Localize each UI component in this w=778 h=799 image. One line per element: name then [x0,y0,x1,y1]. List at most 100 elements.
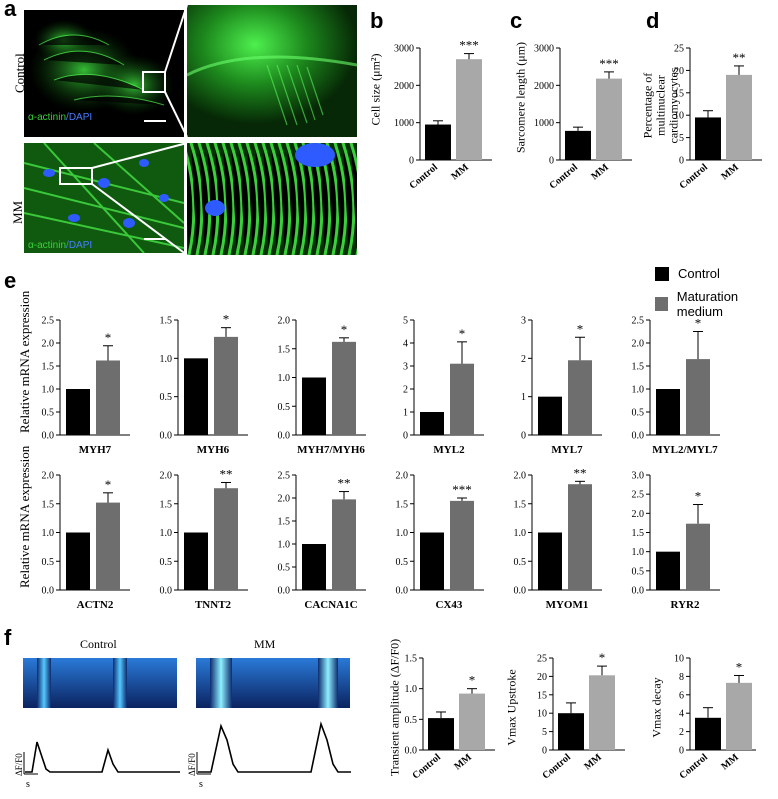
sarcomere-stripe [277,143,292,255]
trace-time-label: s [199,779,203,790]
bar-treatment [596,78,622,160]
y-tick-label: 1.0 [278,540,291,551]
y-tick-label: 0.0 [160,586,173,597]
legend-label-control: Control [678,266,720,281]
significance-marker: * [105,477,112,492]
y-tick-label: 1 [521,392,526,403]
bar-control [656,389,680,435]
sarcomere-stripe [245,143,260,255]
bar-control [538,532,562,590]
bar-treatment [459,693,485,750]
bar-treatment [726,682,752,750]
y-tick-label: 1.0 [514,528,527,539]
significance-marker: * [459,326,466,341]
bar-control [66,532,90,590]
legend-item-mm: Maturation medium [655,289,778,319]
bar-treatment [96,360,120,435]
y-tick-label: 15 [674,88,684,99]
y-tick-label: 2.5 [278,471,291,482]
y-tick-label: 8 [679,672,684,683]
bar-control [428,718,454,750]
chart-myl2-myl7: 0.0 0.5 1.0 1.5 2.0 2.5 * MYL2/MYL7 [632,316,720,456]
dapi-name: DAPI [68,240,93,251]
y-tick-label: 0.0 [42,431,55,442]
x-axis-label: TNNT2 [195,599,232,611]
y-tick-label: 2.0 [160,471,173,482]
sarcomere-stripe [229,143,244,255]
micrograph-control-zoom [187,5,357,137]
bar-treatment [726,74,752,160]
kymograph-mm [196,658,350,708]
bar-treatment [589,675,615,750]
x-axis-label: CACNA1C [304,599,357,611]
sarcomere-stripe [261,143,276,255]
significance-marker: *** [599,56,619,71]
bar-control [184,532,208,590]
y-tick-label: 0 [409,156,414,167]
y-tick-label: 25 [537,654,547,665]
y-tick-label: 6 [679,690,684,701]
y-tick-label: 1.5 [42,499,55,510]
y-tick-label: 15 [537,690,547,701]
chart-actn2: 0.0 0.5 1.0 1.5 2.0 * ACTN2 [42,471,130,611]
category-label: MM [582,752,604,773]
stain-name: α-actinin [28,112,67,123]
scale-bar [144,120,166,122]
bar-control [695,117,721,160]
y-tick-label: 1.5 [278,517,291,528]
y-tick-label: 1.0 [42,385,55,396]
y-tick-label: 0.5 [42,557,55,568]
bar-control [302,544,326,590]
legend-label-mm: Maturation medium [676,289,739,319]
bar-control [425,124,451,160]
y-tick-label: 3 [521,316,526,327]
x-axis-label: MYH7/MYH6 [297,444,365,456]
chart-myh7-myh6: 0.0 0.5 1.0 1.5 2.0 * MYH7/MYH6 [278,316,366,456]
significance-marker: * [695,489,702,504]
bar-treatment [568,360,592,435]
y-tick-label: 3 [403,362,408,373]
trace-time-label: s [26,779,30,790]
y-tick-label: 10 [537,709,547,720]
bar-control [66,389,90,435]
y-tick-label: 2.0 [632,339,645,350]
sarcomere-stripe [237,143,252,255]
bar-treatment [686,523,710,590]
y-tick-label: 0.5 [632,408,645,419]
chart-myh7: 0.0 0.5 1.0 1.5 2.0 2.5 * MYH7 [42,316,130,456]
y-tick-label: 0.0 [160,431,173,442]
y-tick-label: 20 [537,672,547,683]
y-tick-label: 10 [674,654,684,665]
sarcomere-stripe [269,143,284,255]
x-axis-label: MYL2 [433,444,465,456]
y-tick-label: 2000 [534,81,554,92]
y-tick-label: 2.5 [42,316,55,327]
significance-marker: * [599,650,606,665]
y-tick-label: 1.5 [632,362,645,373]
stain-label-mm: α-actinin/DAPI [28,240,92,251]
y-tick-label: 1.0 [396,528,409,539]
kymo-title-mm: MM [254,637,276,651]
y-tick-label: 0 [549,156,554,167]
y-tick-label: 5 [679,133,684,144]
trace-axis-label: ΔF/F0 [187,753,197,776]
y-tick-label: 0 [521,431,526,442]
significance-marker: ** [574,465,587,480]
kymo-title-control: Control [80,637,117,651]
kymograph-control [23,658,177,708]
y-tick-label: 0.0 [632,431,645,442]
micrograph-control-overview [24,10,184,137]
legend: Control Maturation medium [655,266,778,327]
y-tick-label: 0 [679,156,684,167]
y-tick-label: 0 [679,746,684,757]
bar-control [420,412,444,435]
y-tick-label: 2000 [394,81,414,92]
panel-letter-f: f [4,625,12,650]
bar-control [538,396,562,435]
bar-treatment [214,488,238,590]
y-tick-label: 1000 [534,118,554,129]
